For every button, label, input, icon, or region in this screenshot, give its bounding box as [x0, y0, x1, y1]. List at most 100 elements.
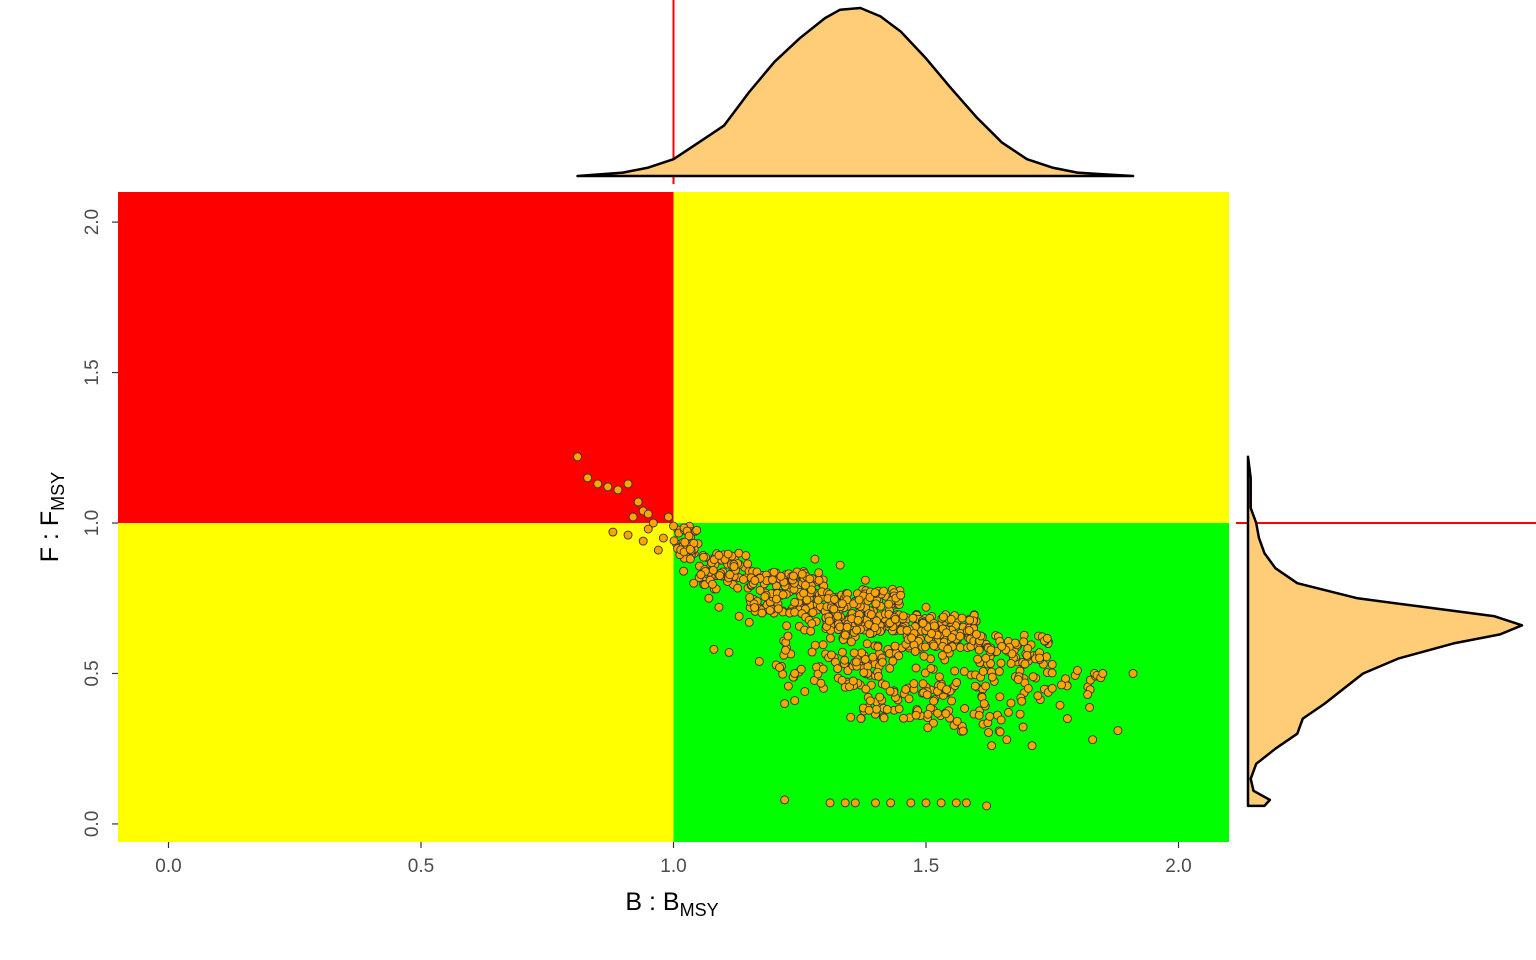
- data-point: [608, 527, 618, 537]
- data-point: [920, 668, 930, 678]
- data-point: [871, 798, 880, 808]
- data-point: [633, 497, 643, 507]
- data-point: [1062, 714, 1072, 724]
- data-point: [923, 723, 933, 733]
- data-point: [978, 667, 988, 676]
- data-point: [938, 612, 948, 622]
- x-axis-title-main: B : B: [625, 888, 679, 916]
- data-point: [852, 625, 862, 635]
- data-point: [790, 669, 800, 678]
- y-tick-label: 0.5: [82, 660, 103, 686]
- data-point: [1042, 633, 1052, 643]
- data-point: [810, 554, 820, 564]
- data-point: [680, 537, 690, 547]
- data-point: [907, 633, 917, 643]
- reference-lines: [672, 0, 1536, 525]
- data-point: [986, 645, 996, 655]
- data-point: [979, 699, 989, 709]
- data-point: [864, 705, 874, 715]
- data-point: [974, 645, 984, 655]
- data-point: [952, 716, 962, 726]
- data-point: [943, 644, 953, 654]
- data-point: [936, 798, 946, 808]
- x-tick-label: 1.0: [660, 856, 686, 877]
- data-point: [882, 705, 892, 714]
- data-point: [802, 595, 812, 605]
- data-point: [911, 663, 921, 673]
- data-point: [984, 728, 994, 737]
- quadrant-overfished-only: [118, 523, 674, 842]
- data-point: [910, 646, 920, 656]
- data-point: [744, 617, 754, 627]
- data-point: [894, 651, 904, 661]
- data-point: [1020, 659, 1030, 669]
- data-point: [902, 625, 912, 635]
- data-point: [955, 631, 965, 641]
- data-point: [653, 545, 663, 555]
- data-point: [715, 571, 725, 581]
- data-point: [842, 622, 852, 632]
- data-point: [995, 727, 1005, 737]
- data-point: [800, 580, 810, 590]
- data-point: [972, 629, 981, 639]
- y-marginal-density: [1246, 455, 1524, 808]
- data-point: [1047, 683, 1057, 693]
- quadrant-layer: [118, 192, 1229, 842]
- data-point: [981, 681, 991, 691]
- data-point: [638, 536, 648, 546]
- data-point: [781, 645, 790, 655]
- data-point: [885, 686, 895, 696]
- data-point: [987, 741, 997, 751]
- data-point: [919, 651, 929, 661]
- data-point: [884, 599, 894, 609]
- data-point: [909, 679, 919, 689]
- data-point: [851, 657, 861, 667]
- data-point: [825, 798, 835, 808]
- data-point: [826, 650, 836, 660]
- data-point: [643, 509, 653, 519]
- x-tick-label: 0.5: [408, 856, 434, 877]
- data-point: [888, 656, 898, 666]
- data-point: [1047, 668, 1057, 678]
- data-point: [898, 611, 908, 621]
- y-tick-label: 2.0: [82, 209, 103, 235]
- data-point: [856, 714, 866, 723]
- data-point: [908, 613, 918, 623]
- data-point: [814, 575, 824, 585]
- data-point: [692, 525, 702, 535]
- data-point: [981, 653, 991, 663]
- data-point: [808, 608, 818, 617]
- x-axis-title: B : BMSY: [625, 888, 718, 920]
- data-point: [996, 658, 1006, 668]
- data-point: [714, 602, 724, 612]
- data-point: [789, 571, 798, 581]
- data-point: [1057, 680, 1066, 690]
- data-point: [796, 664, 806, 674]
- data-point: [1006, 659, 1016, 668]
- data-point: [1007, 649, 1017, 659]
- data-point: [776, 571, 786, 581]
- data-point: [696, 570, 706, 580]
- data-point: [951, 798, 961, 808]
- data-point: [921, 602, 931, 612]
- data-point: [741, 551, 751, 561]
- y-axis: 0.0 0.5 1.0 1.5 2.0: [82, 209, 118, 837]
- data-point: [1017, 696, 1027, 706]
- data-point: [775, 663, 784, 672]
- data-point: [854, 595, 864, 605]
- data-point: [840, 655, 850, 665]
- data-point: [837, 647, 847, 657]
- data-point: [1018, 722, 1028, 732]
- data-point: [860, 575, 870, 585]
- data-point: [768, 575, 777, 585]
- data-point: [901, 685, 911, 694]
- data-point: [1035, 653, 1044, 663]
- data-point: [849, 648, 859, 658]
- data-point: [805, 574, 815, 584]
- scatter-points: [573, 452, 1138, 811]
- data-point: [790, 607, 800, 617]
- data-point: [880, 680, 890, 690]
- data-point: [860, 654, 870, 664]
- data-point: [941, 709, 951, 719]
- data-point: [928, 718, 938, 728]
